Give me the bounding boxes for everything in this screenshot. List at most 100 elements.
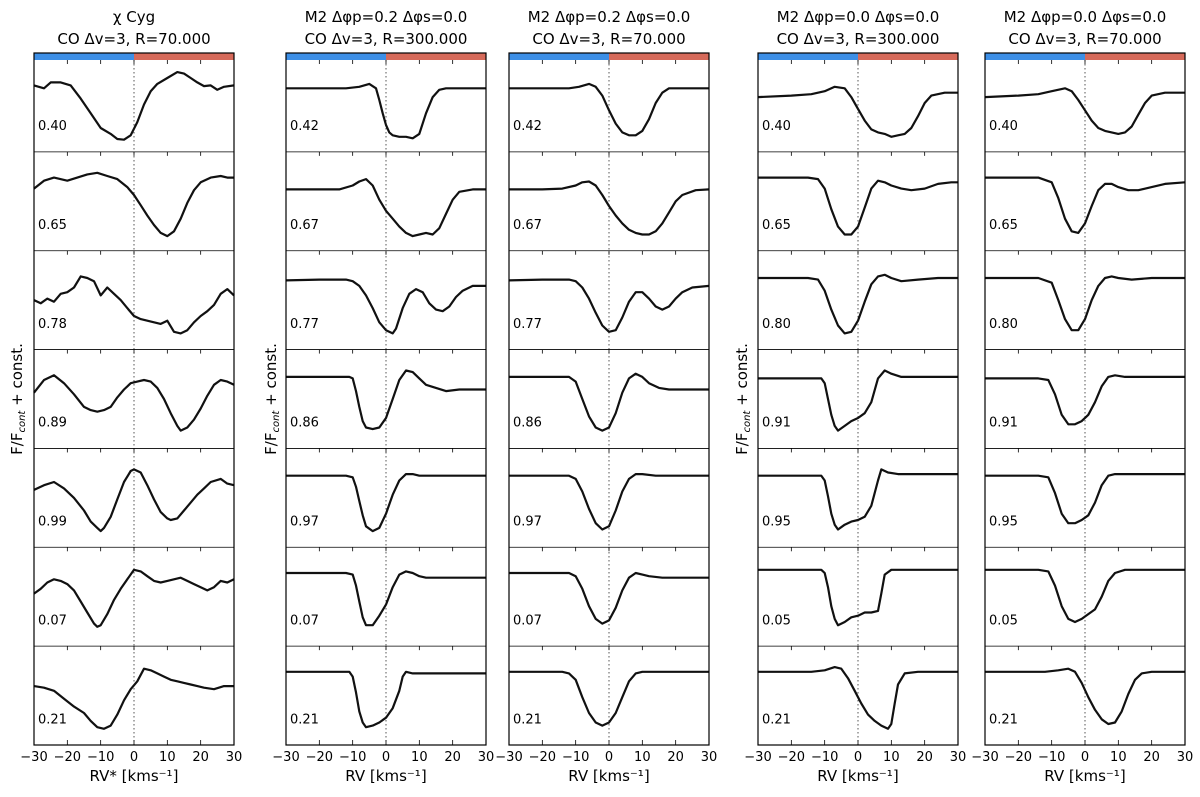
phase-label: 0.65 <box>38 218 67 233</box>
panel-4: M2 Δφp=0.0 Δφs=0.0 CO Δv=3, R=300.000 0.40… <box>744 8 966 785</box>
profile-line-phase-0.42 <box>509 82 709 137</box>
phase-label: 0.99 <box>38 515 67 530</box>
x-tick-label: 0 <box>130 750 138 765</box>
profile-line-phase-0.40 <box>33 71 235 141</box>
phase-label: 0.21 <box>38 712 67 727</box>
profile-line-phase-0.77 <box>285 278 486 335</box>
panel-5: M2 Δφp=0.0 Δφs=0.0 CO Δv=3, R=70.000 0.40 0… <box>971 8 1193 785</box>
panel-subtitle: CO Δv=3, R=300.000 <box>777 30 940 48</box>
phase-label: 0.07 <box>290 613 319 628</box>
x-tick-label: 20 <box>444 750 461 765</box>
x-tick-label: −10 <box>87 750 114 765</box>
panel-title: M2 Δφp=0.2 Δφs=0.0 <box>305 8 468 26</box>
x-tick-label: −30 <box>272 750 299 765</box>
profile-line-phase-0.42 <box>286 82 486 140</box>
x-tick-label: 30 <box>478 750 495 765</box>
x-tick-label: −10 <box>339 750 366 765</box>
profile-line-phase-0.07 <box>33 568 235 628</box>
phase-label: 0.42 <box>513 119 542 134</box>
y-axis-label: F/Fcont + const. <box>733 343 753 455</box>
phase-label: 0.77 <box>290 317 319 332</box>
phase-label: 0.21 <box>513 712 542 727</box>
blueshift-band <box>34 53 134 60</box>
profile-line-phase-0.97 <box>286 473 486 533</box>
phase-label: 0.07 <box>38 613 67 628</box>
blueshift-band <box>985 53 1085 60</box>
phase-label: 0.40 <box>38 119 67 134</box>
phase-label: 0.21 <box>762 712 791 727</box>
profile-line-phase-0.86 <box>509 372 709 432</box>
panel-subtitle: CO Δv=3, R=70.000 <box>1008 30 1161 48</box>
blueshift-band <box>286 53 386 60</box>
x-tick-label: −30 <box>971 750 998 765</box>
profile-line-phase-0.78 <box>33 275 235 335</box>
phase-label: 0.97 <box>513 515 542 530</box>
profile-line-phase-0.40 <box>984 87 1185 135</box>
x-tick-label: 0 <box>1081 750 1089 765</box>
x-tick-label: 30 <box>701 750 718 765</box>
profile-line-phase-0.67 <box>509 180 710 236</box>
x-tick-label: 0 <box>605 750 613 765</box>
profile-line-phase-0.91 <box>985 374 1185 426</box>
profile-line-phase-0.80 <box>758 273 958 335</box>
phase-label: 0.95 <box>989 515 1018 530</box>
x-tick-label: 30 <box>950 750 967 765</box>
profile-line-phase-0.21 <box>33 667 234 730</box>
blueshift-band <box>509 53 609 60</box>
x-tick-label: 10 <box>411 750 428 765</box>
phase-label: 0.91 <box>762 416 791 431</box>
profile-line-phase-0.21 <box>985 667 1185 726</box>
profile-line-phase-0.95 <box>758 468 958 531</box>
profile-line-phase-0.05 <box>758 568 958 627</box>
panel-subtitle: CO Δv=3, R=70.000 <box>57 30 210 48</box>
blueshift-band <box>758 53 858 60</box>
x-tick-label: −10 <box>562 750 589 765</box>
x-tick-label: −20 <box>529 750 556 765</box>
x-tick-label: 30 <box>1177 750 1194 765</box>
x-tick-label: −30 <box>495 750 522 765</box>
profile-line-phase-0.65 <box>758 176 958 236</box>
redshift-band <box>134 53 234 60</box>
panel-3: M2 Δφp=0.2 Δφs=0.0 CO Δv=3, R=70.000 0.42 0… <box>495 8 717 785</box>
x-tick-label: −10 <box>811 750 838 765</box>
phase-label: 0.78 <box>38 317 67 332</box>
y-axis-label: F/Fcont + const. <box>8 343 28 455</box>
x-tick-label: 20 <box>916 750 933 765</box>
phase-label: 0.21 <box>290 712 319 727</box>
y-axis-label: F/Fcont + const. <box>262 343 282 455</box>
profile-line-phase-0.07 <box>509 571 709 625</box>
phase-label: 0.80 <box>762 317 791 332</box>
x-tick-label: 10 <box>159 750 176 765</box>
profile-line-phase-0.91 <box>758 369 958 432</box>
profile-line-phase-0.40 <box>757 85 958 138</box>
redshift-band <box>858 53 958 60</box>
phase-label: 0.65 <box>762 218 791 233</box>
profile-line-phase-0.67 <box>286 178 486 238</box>
phase-label: 0.40 <box>762 119 791 134</box>
panel-title: M2 Δφp=0.2 Δφs=0.0 <box>528 8 691 26</box>
profile-line-phase-0.80 <box>985 275 1185 332</box>
redshift-band <box>386 53 486 60</box>
x-axis-label: RV [kms⁻¹] <box>345 767 426 785</box>
profile-line-phase-0.65 <box>33 171 234 238</box>
x-tick-label: 20 <box>667 750 684 765</box>
panel-title: M2 Δφp=0.0 Δφs=0.0 <box>1004 8 1167 26</box>
x-tick-label: −20 <box>54 750 81 765</box>
x-axis-label: RV [kms⁻¹] <box>568 767 649 785</box>
phase-label: 0.97 <box>290 515 319 530</box>
x-tick-label: 0 <box>854 750 862 765</box>
phase-label: 0.07 <box>513 613 542 628</box>
panel-title: M2 Δφp=0.0 Δφs=0.0 <box>777 8 940 26</box>
phase-label: 0.67 <box>513 218 542 233</box>
x-tick-label: −20 <box>778 750 805 765</box>
phase-label: 0.65 <box>989 218 1018 233</box>
x-tick-label: 10 <box>1110 750 1127 765</box>
phase-label: 0.91 <box>989 416 1018 431</box>
profile-line-phase-0.97 <box>509 473 709 531</box>
profile-line-phase-0.21 <box>286 670 486 729</box>
redshift-band <box>609 53 709 60</box>
x-axis-label: RV [kms⁻¹] <box>1044 767 1125 785</box>
x-tick-label: 20 <box>1143 750 1160 765</box>
profile-line-phase-0.21 <box>758 666 958 730</box>
profile-line-phase-0.21 <box>509 670 709 727</box>
